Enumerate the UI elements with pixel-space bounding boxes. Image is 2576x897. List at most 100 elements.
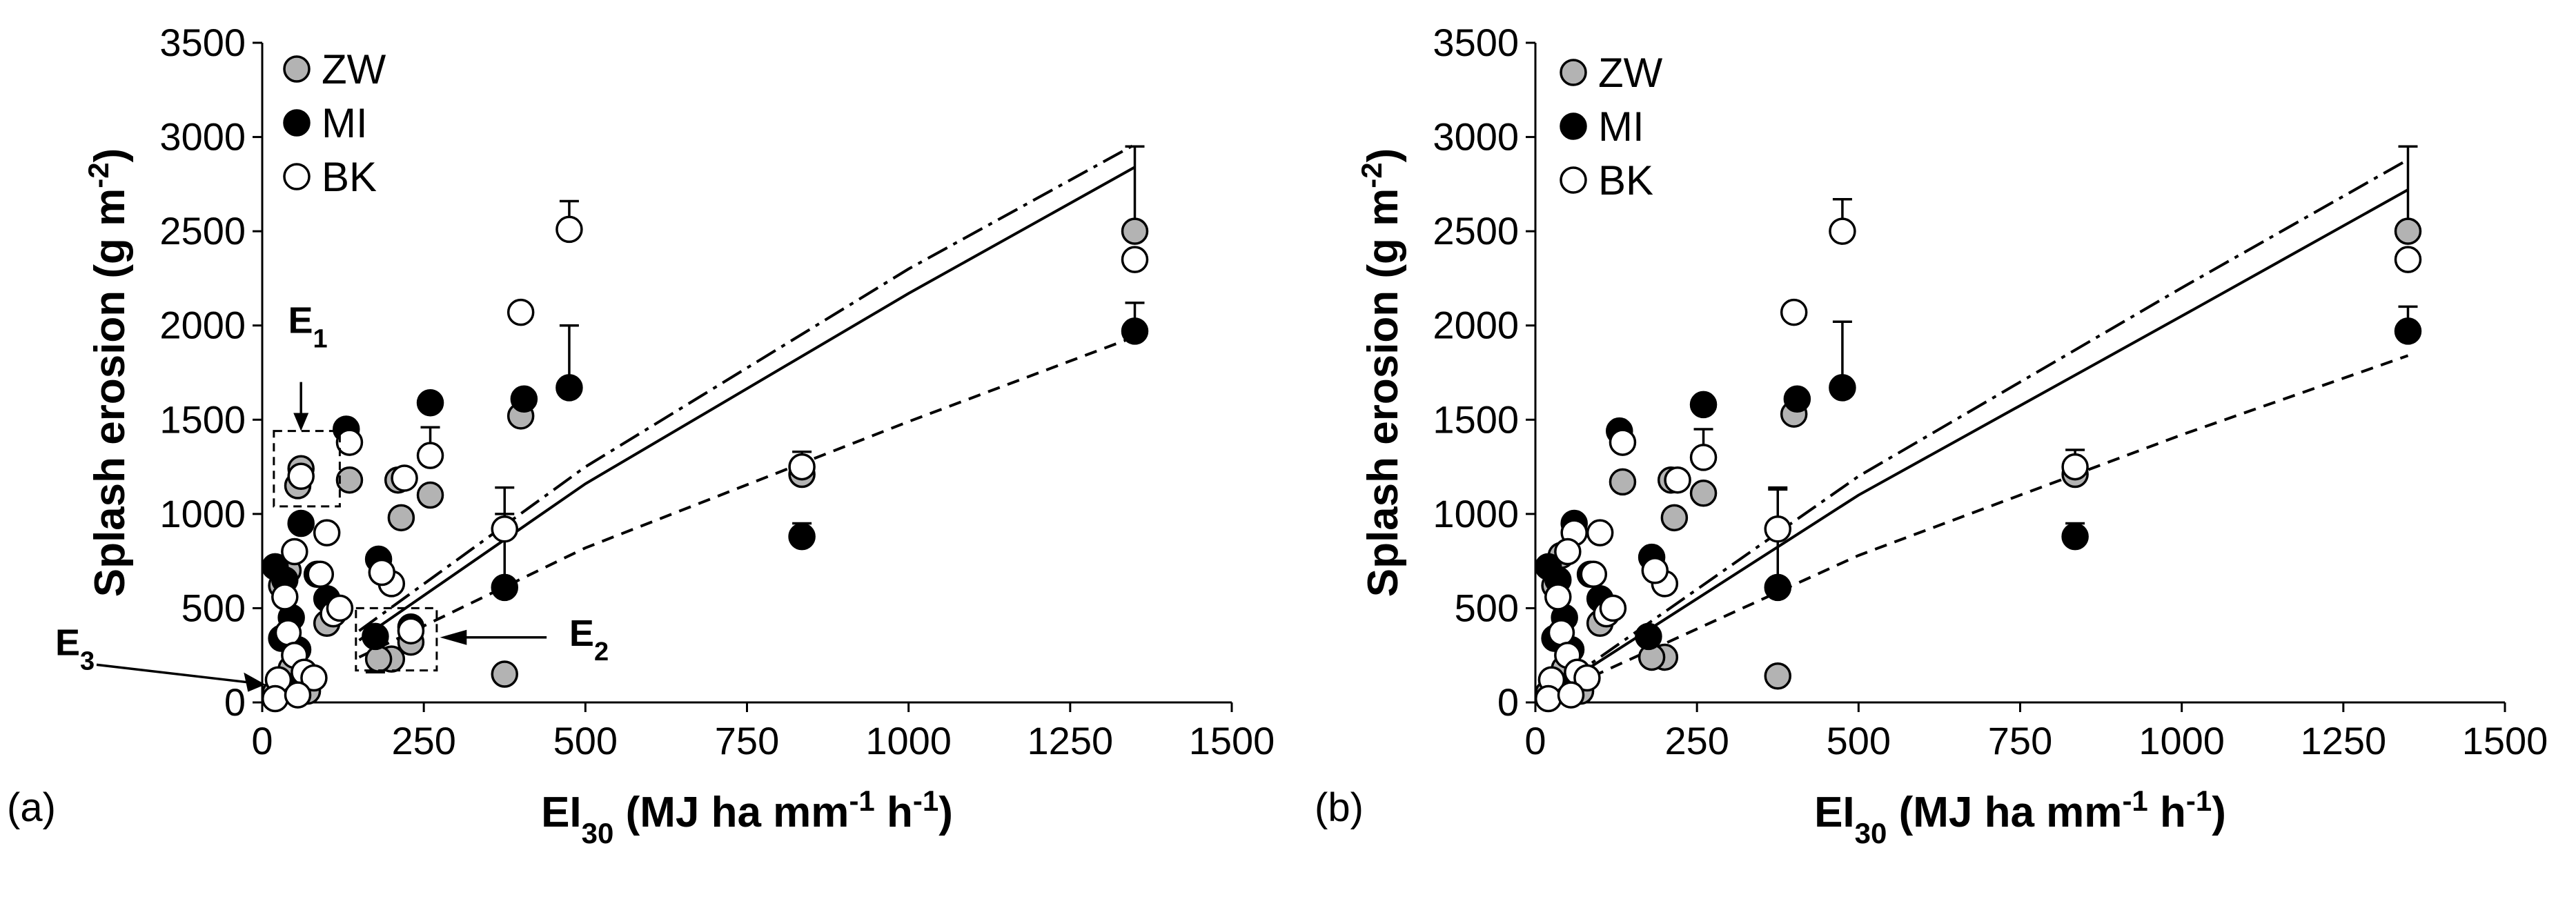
x-tick-label: 750 <box>1988 719 2052 762</box>
data-point-bk <box>281 538 308 566</box>
data-point-mi <box>416 388 444 417</box>
y-tick-label: 2000 <box>1433 304 1519 347</box>
data-point-bk <box>1121 246 1149 273</box>
data-point-bk <box>326 594 354 622</box>
e1-arrow-head <box>293 413 309 431</box>
data-point-bk <box>1641 557 1669 584</box>
fit-line-dash-dot <box>358 143 1136 632</box>
data-point-mi <box>788 522 816 551</box>
data-point-bk <box>1664 466 1691 494</box>
chart-panel-2: 0 500 1000 1500 2000 2500 3000 3500 0 250 500 750 10… <box>1315 21 2548 849</box>
data-point-bk <box>271 583 299 611</box>
data-point-mi <box>2394 317 2422 345</box>
data-point-mi <box>1764 573 1791 602</box>
legend-marker-mi <box>283 109 311 137</box>
data-point-zw <box>2394 217 2422 245</box>
data-point-mi <box>1829 374 1856 402</box>
legend-marker-zw <box>283 55 311 83</box>
y-tick-label: 3000 <box>1433 115 1519 159</box>
y-tick-label: 2000 <box>159 304 246 347</box>
y-tick-label: 1500 <box>159 397 246 441</box>
legend-label-zw: ZW <box>1598 50 1663 96</box>
data-point-mi <box>510 385 538 413</box>
data-point-bk <box>368 558 396 586</box>
data-point-bk <box>2394 246 2422 273</box>
x-axis-title: EI30 (MJ ha mm-1 h-1) <box>541 785 953 849</box>
y-tick-label: 2500 <box>159 209 246 253</box>
data-point-bk <box>1557 681 1585 709</box>
e1-box <box>273 430 341 508</box>
y-tick-label: 3500 <box>159 21 246 64</box>
data-point-bk <box>416 442 444 469</box>
data-point-zw <box>416 481 444 509</box>
annotation-e2: E2 <box>569 613 609 667</box>
data-point-bk <box>1609 428 1637 456</box>
fit-line-dash-dot <box>1534 158 2409 704</box>
legend-marker-mi <box>1560 112 1587 140</box>
x-tick-label: 500 <box>1827 719 1891 762</box>
fit-line-dashed <box>358 335 1136 659</box>
data-point-bk <box>397 617 425 644</box>
data-point-bk <box>1544 583 1572 611</box>
y-tick-label: 0 <box>1497 680 1519 724</box>
x-tick-label: 500 <box>553 719 618 762</box>
data-point-mi <box>1689 391 1718 419</box>
data-point-bk <box>1829 217 1856 245</box>
y-tick-label: 2500 <box>1433 209 1519 253</box>
data-point-mi <box>1783 385 1811 413</box>
y-tick-label: 1000 <box>159 492 246 535</box>
data-point-mi <box>555 374 583 402</box>
data-point-bk <box>1534 684 1562 713</box>
data-point-bk <box>1780 298 1808 326</box>
data-point-bk <box>335 428 364 456</box>
data-point-bk <box>1764 515 1791 543</box>
data-point-bk <box>1580 560 1608 589</box>
legend-label-mi: MI <box>322 100 368 146</box>
y-tick-label: 3000 <box>159 115 246 159</box>
legend-label-bk: BK <box>322 154 377 200</box>
data-point-bk <box>1547 619 1575 647</box>
legend-label-zw: ZW <box>322 46 386 92</box>
annotation-e3: E3 <box>55 622 95 676</box>
data-point-mi <box>1121 317 1149 345</box>
data-point-bk <box>1586 519 1614 546</box>
chart-panel-1: 0 500 1000 1500 2000 2500 3000 3500 0 250 500 750 10… <box>7 21 1275 849</box>
data-point-bk <box>2061 453 2089 481</box>
e2-arrow-head <box>440 629 467 645</box>
data-point-mi <box>491 573 518 602</box>
data-point-bk <box>284 681 312 709</box>
legend-marker-bk <box>283 163 311 190</box>
legend-label-bk: BK <box>1598 157 1653 204</box>
data-point-bk <box>1689 444 1718 471</box>
fit-line-solid <box>1534 188 2409 704</box>
data-point-zw <box>364 645 393 673</box>
data-point-mi <box>2061 522 2089 551</box>
data-point-bk <box>555 215 583 244</box>
data-point-zw <box>1121 217 1149 245</box>
x-tick-label: 1500 <box>2462 719 2548 762</box>
data-point-bk <box>788 453 816 481</box>
x-tick-label: 750 <box>715 719 779 762</box>
x-axis-title: EI30 (MJ ha mm-1 h-1) <box>1814 785 2226 849</box>
data-point-mi <box>362 622 389 651</box>
data-point-mi <box>287 509 315 538</box>
data-point-bk <box>507 298 535 326</box>
y-axis-title: Splash erosion (g m-2) <box>1355 148 1408 598</box>
x-tick-label: 1250 <box>1028 719 1114 762</box>
data-point-zw <box>1660 504 1689 532</box>
panel-label: (a) <box>7 785 56 830</box>
legend-label-mi: MI <box>1598 103 1644 150</box>
x-tick-label: 1000 <box>2139 719 2225 762</box>
data-point-bk <box>287 462 315 490</box>
y-tick-label: 500 <box>181 586 246 629</box>
panel-label: (b) <box>1315 785 1364 830</box>
data-point-zw <box>335 466 364 494</box>
e3-arrow-head <box>244 672 266 692</box>
fit-line-solid <box>358 166 1136 642</box>
y-tick-label: 1500 <box>1433 397 1519 441</box>
y-tick-label: 3500 <box>1433 21 1519 64</box>
legend: ZW MI BK <box>283 46 386 200</box>
e2-box <box>355 607 438 672</box>
annotations: E1 E2 E3 <box>55 300 609 692</box>
data-point-bk <box>261 684 289 713</box>
